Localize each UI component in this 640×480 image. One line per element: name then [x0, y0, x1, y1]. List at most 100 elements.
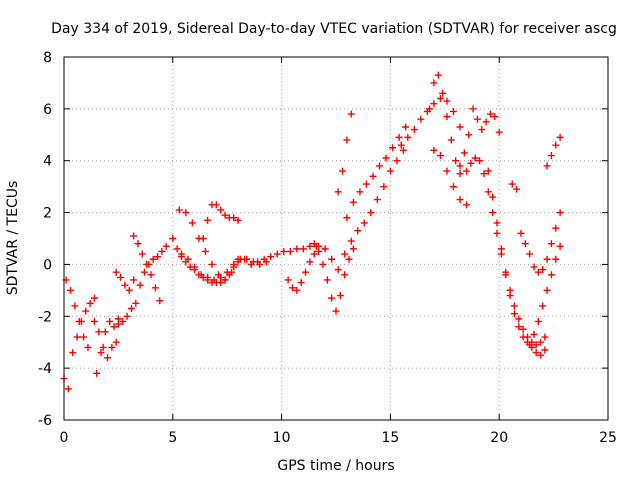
data-point — [537, 351, 545, 359]
series-arc-10 — [199, 201, 242, 242]
data-point — [517, 229, 525, 237]
data-point — [443, 167, 451, 175]
series-arc-07 — [130, 232, 164, 305]
data-point — [86, 299, 94, 307]
data-point — [280, 247, 288, 255]
series-arc-25 — [526, 242, 564, 349]
data-point — [347, 237, 355, 245]
data-point — [345, 255, 353, 263]
data-point — [197, 271, 205, 279]
series-arc-11 — [178, 250, 270, 284]
data-point — [182, 209, 190, 217]
data-point — [154, 253, 162, 261]
data-point — [306, 242, 314, 250]
data-point — [101, 328, 109, 336]
data-point — [121, 281, 129, 289]
data-point — [463, 167, 471, 175]
data-point — [493, 219, 501, 227]
data-point — [530, 330, 538, 338]
data-point — [397, 141, 405, 149]
data-point — [515, 315, 523, 323]
data-point — [467, 159, 475, 167]
x-tick-label: 25 — [599, 430, 617, 446]
data-point — [288, 284, 296, 292]
data-point — [541, 333, 549, 341]
data-point — [456, 170, 464, 178]
data-point — [450, 107, 458, 115]
y-tick-labels: -6 -4 -2 0 2 4 6 8 — [38, 50, 52, 429]
grid-lines — [64, 57, 608, 420]
data-point — [376, 162, 384, 170]
y-axis-label: SDTVAR / TECUs — [5, 181, 21, 296]
data-point — [328, 294, 336, 302]
series-arc-24 — [508, 180, 564, 276]
series-arc-09 — [175, 206, 236, 284]
data-point — [119, 317, 127, 325]
data-point — [426, 105, 434, 113]
data-point — [343, 214, 351, 222]
data-point — [95, 328, 103, 336]
data-point — [430, 100, 438, 108]
data-point — [147, 271, 155, 279]
data-point — [64, 385, 72, 393]
data-point — [521, 240, 529, 248]
series-arc-14 — [310, 240, 357, 315]
data-point — [543, 286, 551, 294]
data-point — [210, 276, 218, 284]
data-point — [532, 349, 540, 357]
data-point — [104, 354, 112, 362]
data-point — [456, 196, 464, 204]
data-point — [547, 240, 555, 248]
data-point — [469, 105, 477, 113]
data-point — [217, 273, 225, 281]
data-point — [393, 157, 401, 165]
data-point — [90, 317, 98, 325]
data-point — [539, 302, 547, 310]
data-point — [332, 307, 340, 315]
data-point — [382, 154, 390, 162]
data-point — [465, 131, 473, 139]
data-point — [404, 133, 412, 141]
data-point — [534, 317, 542, 325]
data-point — [247, 260, 255, 268]
series-arc-26 — [543, 133, 564, 170]
data-point — [515, 323, 523, 331]
data-point — [373, 196, 381, 204]
y-tick-label: -6 — [38, 413, 52, 429]
data-point — [134, 240, 142, 248]
data-point — [230, 214, 238, 222]
data-point — [201, 247, 209, 255]
data-point — [480, 170, 488, 178]
data-point — [293, 245, 301, 253]
data-point — [489, 209, 497, 217]
data-point — [506, 286, 514, 294]
data-point — [547, 271, 555, 279]
data-points — [60, 71, 564, 393]
data-point — [552, 224, 560, 232]
data-point — [173, 245, 181, 253]
data-point — [328, 255, 336, 263]
data-point — [175, 206, 183, 214]
series-arc-03 — [90, 317, 120, 362]
data-point — [90, 294, 98, 302]
data-point — [417, 115, 425, 123]
data-point — [360, 219, 368, 227]
y-tick-label: -4 — [38, 361, 52, 377]
data-point — [158, 247, 166, 255]
data-point — [543, 162, 551, 170]
data-point — [349, 245, 357, 253]
data-point — [132, 299, 140, 307]
data-point — [530, 263, 538, 271]
data-point — [99, 343, 107, 351]
data-point — [112, 338, 120, 346]
data-point — [439, 89, 447, 97]
data-point — [532, 341, 540, 349]
y-tick-label: 6 — [43, 102, 52, 118]
data-point — [443, 113, 451, 121]
data-point — [71, 302, 79, 310]
series-arc-19 — [426, 71, 464, 178]
data-point — [334, 266, 342, 274]
data-point — [486, 110, 494, 118]
data-point — [410, 126, 418, 134]
